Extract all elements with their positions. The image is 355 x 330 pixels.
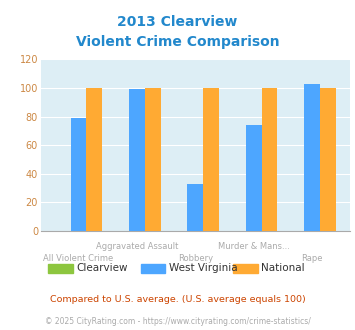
Text: © 2025 CityRating.com - https://www.cityrating.com/crime-statistics/: © 2025 CityRating.com - https://www.city…: [45, 317, 310, 326]
Text: Murder & Mans...: Murder & Mans...: [218, 243, 290, 251]
Bar: [86, 88, 102, 231]
Text: Robbery: Robbery: [178, 254, 213, 263]
Text: Compared to U.S. average. (U.S. average equals 100): Compared to U.S. average. (U.S. average …: [50, 295, 305, 304]
Bar: [262, 88, 277, 231]
Bar: [187, 184, 203, 231]
Text: All Violent Crime: All Violent Crime: [43, 254, 114, 263]
Text: National: National: [261, 263, 305, 273]
Text: Violent Crime Comparison: Violent Crime Comparison: [76, 35, 279, 49]
Bar: [304, 84, 320, 231]
Bar: [246, 125, 262, 231]
Bar: [203, 88, 219, 231]
Text: Clearview: Clearview: [77, 263, 128, 273]
Bar: [320, 88, 335, 231]
Text: Rape: Rape: [301, 254, 323, 263]
Text: Aggravated Assault: Aggravated Assault: [96, 243, 178, 251]
Text: 2013 Clearview: 2013 Clearview: [117, 15, 238, 29]
Bar: [129, 89, 145, 231]
Bar: [71, 118, 86, 231]
Bar: [145, 88, 160, 231]
Text: West Virginia: West Virginia: [169, 263, 237, 273]
